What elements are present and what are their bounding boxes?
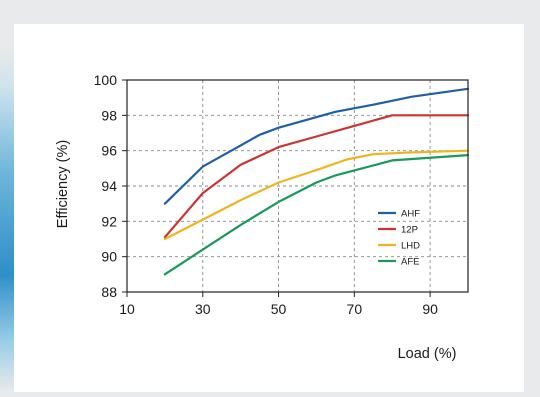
series-lines <box>163 87 470 276</box>
axis-ticks: 10 30 50 70 90 88 90 92 94 96 98 100 <box>94 72 438 317</box>
x-tick-label-70: 70 <box>347 301 363 317</box>
legend-label-lhd: LHD <box>401 241 420 252</box>
y-tick-label-90: 90 <box>101 249 117 265</box>
x-tick-label-90: 90 <box>422 301 438 317</box>
y-axis-label: Efficiency (%) <box>55 140 71 228</box>
series-line-afe <box>163 154 470 276</box>
legend-label-afe: AFE <box>401 257 419 268</box>
legend-label-ahf: AHF <box>401 209 420 220</box>
series-line-ahf <box>163 87 470 205</box>
series-line-lhd <box>163 149 470 241</box>
x-axis-label: Load (%) <box>398 346 457 362</box>
legend-label-12p: 12P <box>401 225 418 236</box>
series-line-12p <box>163 114 470 239</box>
x-tick-label-30: 30 <box>195 301 211 317</box>
x-tick-label-50: 50 <box>271 301 287 317</box>
efficiency-chart: 10 30 50 70 90 88 90 92 94 96 98 100 AHF 12P LHD AFE E… <box>55 72 470 362</box>
chart-panel: 10 30 50 70 90 88 90 92 94 96 98 100 AHF 12P LHD AFE E… <box>14 24 524 392</box>
y-tick-label-88: 88 <box>101 284 117 300</box>
y-tick-label-98: 98 <box>101 107 117 123</box>
x-tick-label-10: 10 <box>119 301 135 317</box>
y-tick-label-94: 94 <box>101 178 117 194</box>
legend: AHF 12P LHD AFE <box>378 209 420 268</box>
y-tick-label-100: 100 <box>94 72 118 88</box>
y-tick-label-96: 96 <box>101 143 117 159</box>
y-tick-label-92: 92 <box>101 213 117 229</box>
